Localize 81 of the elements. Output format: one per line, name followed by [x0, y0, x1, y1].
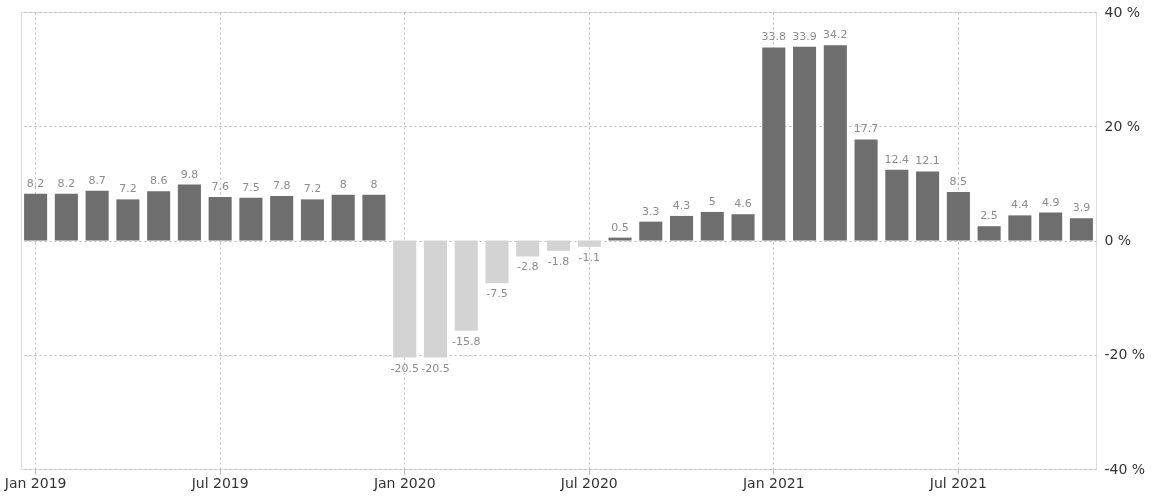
bar [670, 215, 694, 241]
data-label: 7.2 [303, 182, 322, 196]
bar [977, 226, 1001, 241]
bar [823, 45, 847, 241]
bar [946, 191, 970, 241]
bar [331, 194, 355, 241]
bar [239, 197, 263, 241]
data-label: 17.7 [853, 122, 879, 136]
data-label: 4.4 [1011, 198, 1029, 212]
bar [885, 169, 909, 241]
data-label: 8.2 [26, 176, 45, 190]
x-tick-label: Jul 2020 [559, 474, 618, 491]
data-label: 8 [339, 177, 347, 191]
bar [54, 193, 78, 241]
data-label: 34.2 [823, 28, 848, 42]
bar [608, 237, 632, 241]
bar [362, 194, 386, 241]
data-label: -2.8 [517, 260, 539, 274]
y-tick-label: 0 % [1104, 232, 1132, 248]
y-tick-label: -40 % [1104, 460, 1146, 477]
bar [147, 191, 171, 241]
data-label: 2.5 [980, 209, 998, 223]
y-tick-label: -20 % [1104, 346, 1146, 363]
data-label: 0.5 [611, 220, 629, 234]
data-label: 12.1 [915, 154, 940, 168]
data-label: 7.5 [242, 180, 260, 194]
bar [1008, 215, 1032, 241]
bar [85, 190, 109, 241]
bar [516, 240, 540, 257]
bar [731, 214, 755, 241]
data-label: -20.5 [390, 361, 419, 375]
bar [423, 240, 447, 358]
data-label: 5 [708, 194, 716, 208]
bar [116, 199, 140, 241]
bar [454, 240, 478, 331]
data-label: 7.6 [211, 180, 229, 194]
bar [762, 47, 786, 241]
x-tick-label: Jul 2021 [928, 474, 987, 491]
bar [177, 184, 201, 241]
x-tick-label: Jan 2019 [3, 474, 67, 491]
bar [639, 221, 663, 241]
bar [854, 139, 878, 241]
bar [1039, 212, 1063, 241]
data-label: -20.5 [421, 361, 450, 375]
data-label: 8.5 [949, 174, 968, 188]
bar [1069, 218, 1093, 241]
y-tick-label: 20 % [1104, 117, 1141, 134]
bar [577, 240, 601, 247]
data-label: 4.9 [1041, 195, 1060, 209]
data-label: 8 [370, 177, 378, 191]
data-label: -7.5 [486, 287, 508, 301]
bar [485, 240, 509, 284]
data-label: 7.8 [272, 178, 291, 192]
data-label: -15.8 [451, 334, 481, 348]
bar [270, 195, 294, 241]
data-label: 33.9 [792, 29, 817, 43]
data-label: 7.2 [119, 182, 137, 196]
data-label: 4.3 [672, 198, 691, 212]
bar [208, 197, 232, 241]
x-tick-label: Jul 2019 [190, 474, 249, 491]
bar [393, 240, 417, 358]
data-label: 3.3 [642, 204, 660, 218]
bar [793, 46, 817, 241]
x-tick-label: Jan 2020 [372, 474, 436, 491]
bar [300, 199, 324, 241]
data-label: 12.4 [884, 152, 910, 166]
y-tick-label: 40 % [1104, 3, 1141, 20]
data-label: 4.6 [734, 197, 752, 211]
bar [546, 240, 571, 251]
data-label: -1.8 [547, 254, 570, 268]
data-label: 8.2 [57, 176, 76, 190]
x-tick-label: Jan 2021 [741, 474, 805, 491]
data-label: -1.1 [578, 250, 600, 264]
bar [24, 193, 48, 241]
data-label: 8.7 [88, 173, 106, 187]
data-label: 8.6 [149, 174, 168, 188]
data-label: 3.9 [1072, 201, 1091, 215]
data-label: 33.8 [761, 30, 787, 44]
data-label: 9.8 [180, 167, 199, 181]
bar [916, 171, 940, 241]
bar [700, 211, 724, 241]
